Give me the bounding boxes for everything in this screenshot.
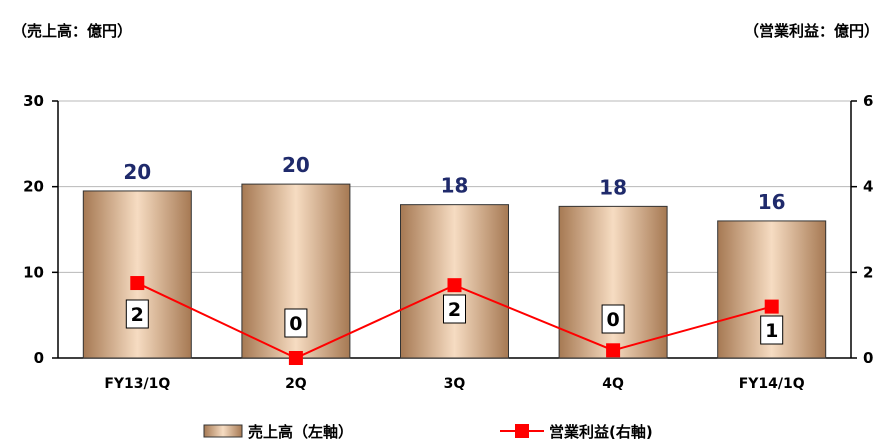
bar-value-label: 18 <box>599 175 627 199</box>
profit-point <box>447 278 462 293</box>
profit-point <box>130 276 145 291</box>
legend-line-marker <box>515 424 529 438</box>
bars <box>82 183 827 359</box>
category-label: FY14/1Q <box>739 376 805 392</box>
profit-label-box <box>443 294 466 324</box>
profit-point <box>288 351 303 365</box>
left-tick-label: 20 <box>23 178 44 196</box>
category-label: 4Q <box>602 376 624 392</box>
left-axis-unit-label: （売上高：億円） <box>12 22 133 40</box>
bar <box>82 190 192 359</box>
category-label: FY13/1Q <box>104 376 170 392</box>
profit-line <box>130 276 779 365</box>
category-label: 3Q <box>444 376 466 392</box>
profit-value-label: 0 <box>289 313 302 335</box>
legend-bar-swatch <box>203 424 243 438</box>
bar-value-label: 20 <box>123 160 151 184</box>
left-tick-label: 0 <box>34 349 44 367</box>
bar-value-label: 16 <box>758 190 786 214</box>
left-tick-label: 10 <box>23 263 44 281</box>
bar-value-label: 20 <box>282 153 310 177</box>
right-axis-unit-label: （営業利益：億円） <box>743 22 879 40</box>
bar-value-label: 18 <box>441 174 469 198</box>
category-label: 2Q <box>285 376 307 392</box>
profit-value-label: 2 <box>448 299 461 321</box>
legend-bar-label: 売上高（左軸） <box>248 423 353 441</box>
profit-label-box <box>125 299 149 329</box>
profit-point <box>606 343 621 358</box>
right-tick-label: 2 <box>863 263 873 281</box>
legend: 売上高（左軸） 営業利益(右軸) <box>203 423 653 441</box>
profit-value-label: 2 <box>131 304 144 326</box>
profit-value-label: 0 <box>606 309 619 331</box>
profit-label-box <box>601 304 625 334</box>
profit-label-box <box>760 315 784 345</box>
profit-value-label: 1 <box>765 320 778 342</box>
right-tick-label: 6 <box>863 92 873 110</box>
profit-point <box>764 299 779 314</box>
profit-label-box <box>284 308 308 338</box>
right-tick-label: 0 <box>863 349 873 367</box>
legend-line-label: 営業利益(右軸) <box>549 423 653 441</box>
right-tick-label: 4 <box>863 178 873 196</box>
left-tick-label: 30 <box>23 92 44 110</box>
